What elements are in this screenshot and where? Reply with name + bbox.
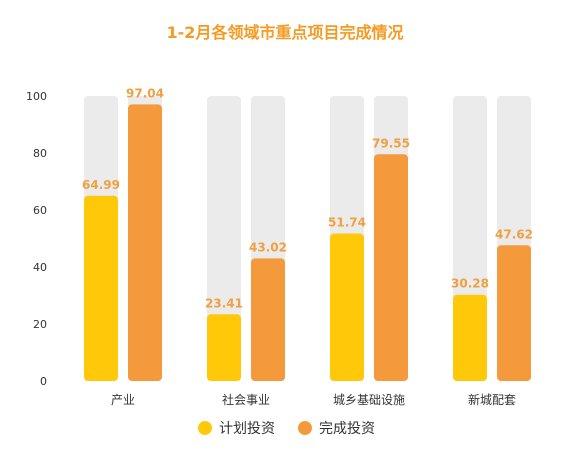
- y-tick-label: 60: [33, 204, 47, 217]
- data-label: 64.99: [82, 178, 120, 192]
- data-label: 30.28: [451, 277, 489, 291]
- y-axis: 0 20 40 60 80 100: [26, 90, 47, 388]
- x-tick-label: 产业: [111, 393, 135, 407]
- data-label: 79.55: [372, 136, 410, 150]
- bar-planned: [84, 195, 118, 381]
- bar-completed: [251, 258, 285, 381]
- y-tick-label: 80: [33, 147, 47, 160]
- data-label: 97.04: [126, 86, 164, 100]
- x-tick-label: 新城配套: [468, 392, 516, 407]
- x-axis: 产业 社会事业 城乡基础设施 新城配套: [111, 392, 516, 407]
- x-tick-label: 城乡基础设施: [333, 393, 405, 407]
- bar-planned: [330, 233, 364, 381]
- data-label: 43.02: [249, 240, 287, 254]
- legend-marker-completed: [298, 421, 312, 435]
- data-label: 23.41: [205, 296, 243, 310]
- bar-completed: [374, 154, 408, 381]
- bar-completed: [497, 245, 531, 381]
- bar-track: [207, 96, 241, 381]
- y-tick-label: 0: [40, 375, 47, 388]
- legend-label-planned: 计划投资: [219, 421, 275, 437]
- y-tick-label: 20: [33, 318, 47, 331]
- chart-title: 1-2月各领域市重点项目完成情况: [167, 23, 404, 42]
- bar-completed: [128, 104, 162, 381]
- legend-label-completed: 完成投资: [319, 421, 375, 437]
- data-label: 51.74: [328, 216, 366, 230]
- bar-planned: [207, 314, 241, 381]
- x-tick-label: 社会事业: [222, 392, 270, 407]
- bar-planned: [453, 294, 487, 381]
- y-tick-label: 40: [33, 261, 47, 274]
- legend: 计划投资 完成投资: [198, 421, 375, 437]
- legend-marker-planned: [198, 421, 212, 435]
- bars-layer: 64.99 97.04 23.41 43.02 51.74 79.55 30.28 47.62: [82, 86, 533, 381]
- data-label: 47.62: [495, 227, 533, 241]
- y-tick-label: 100: [26, 90, 47, 103]
